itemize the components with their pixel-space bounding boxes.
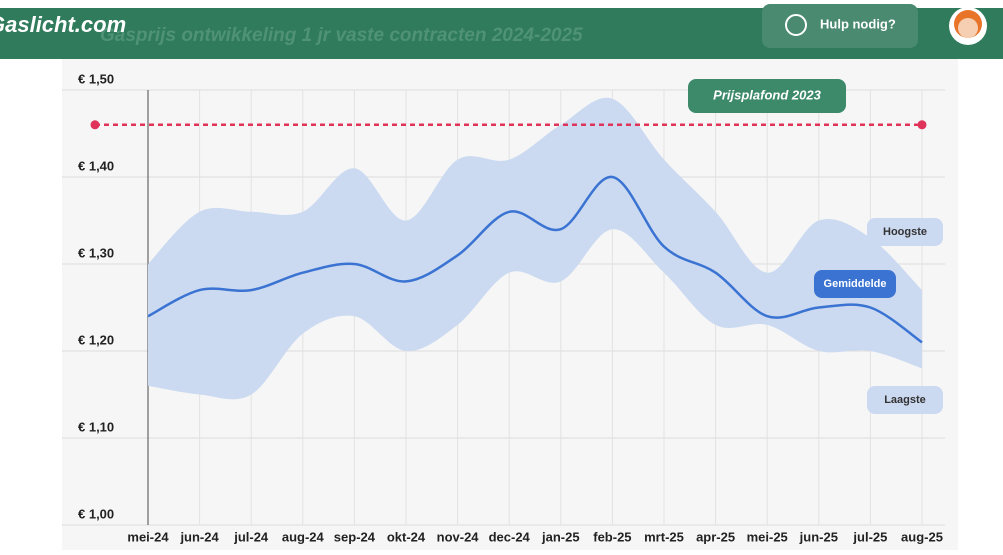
x-tick-label: aug-25 bbox=[901, 529, 943, 544]
reference-dot bbox=[918, 120, 927, 129]
x-tick-label: sep-24 bbox=[334, 529, 376, 544]
x-tick-label: nov-24 bbox=[437, 529, 480, 544]
reference-label: Prijsplafond 2023 bbox=[713, 87, 821, 102]
logo[interactable]: Gaslicht.com bbox=[0, 12, 126, 37]
legend-label: Hoogste bbox=[883, 226, 927, 238]
x-tick-label: dec-24 bbox=[489, 529, 531, 544]
page: Gasprijs ontwikkeling 1 jr vaste contrac… bbox=[0, 0, 1003, 550]
y-tick-label: € 1,40 bbox=[78, 158, 114, 173]
x-tick-label: jul-25 bbox=[852, 529, 887, 544]
x-tick-label: okt-24 bbox=[387, 529, 426, 544]
x-tick-label: mrt-25 bbox=[644, 529, 684, 544]
x-tick-label: apr-25 bbox=[696, 529, 735, 544]
help-button-label[interactable]: Hulp nodig? bbox=[820, 16, 896, 31]
y-tick-label: € 1,00 bbox=[78, 506, 114, 521]
legend-label: Laagste bbox=[884, 394, 926, 406]
x-tick-label: jul-24 bbox=[233, 529, 269, 544]
y-tick-label: € 1,50 bbox=[78, 71, 114, 86]
reference-dot bbox=[91, 120, 100, 129]
x-tick-label: jun-25 bbox=[799, 529, 838, 544]
x-tick-label: jun-24 bbox=[179, 529, 219, 544]
page-title: Gasprijs ontwikkeling 1 jr vaste contrac… bbox=[100, 25, 583, 46]
x-tick-label: mei-25 bbox=[747, 529, 788, 544]
avatar-face bbox=[958, 18, 978, 38]
y-tick-label: € 1,10 bbox=[78, 419, 114, 434]
x-tick-label: aug-24 bbox=[282, 529, 325, 544]
legend-label: Gemiddelde bbox=[824, 278, 887, 290]
x-tick-label: mei-24 bbox=[127, 529, 169, 544]
screen: Gasprijs ontwikkeling 1 jr vaste contrac… bbox=[0, 0, 1003, 550]
y-tick-label: € 1,20 bbox=[78, 332, 114, 347]
y-tick-label: € 1,30 bbox=[78, 245, 114, 260]
x-tick-label: jan-25 bbox=[541, 529, 580, 544]
x-tick-label: feb-25 bbox=[593, 529, 631, 544]
